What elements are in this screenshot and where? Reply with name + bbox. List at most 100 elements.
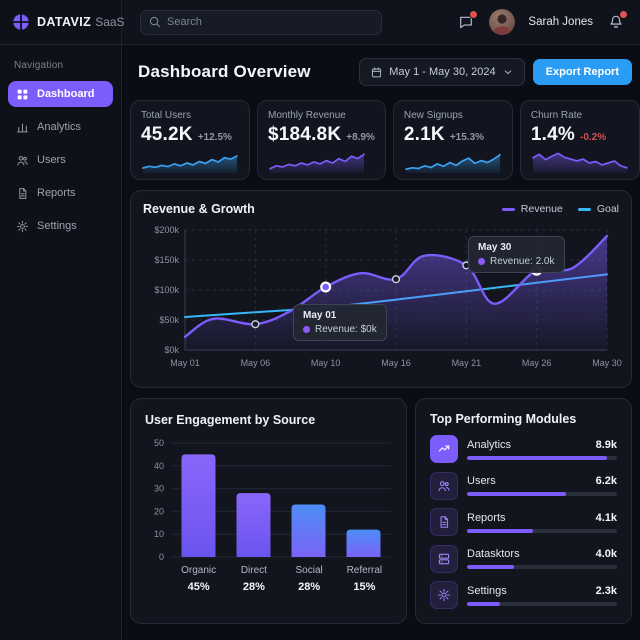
module-progress-fill xyxy=(467,565,514,569)
x-axis-tick: May 26 xyxy=(522,358,552,368)
modules-list: Analytics 8.9k Users 6.2k Reports 4.1k Dataskt… xyxy=(430,435,617,609)
bar-category-label: Direct xyxy=(240,565,267,576)
bar-referral[interactable] xyxy=(346,529,381,557)
kpi-card-monthly-revenue: Monthly Revenue $184.8K +8.9% xyxy=(257,100,386,180)
module-value: 4.0k xyxy=(595,548,617,560)
module-row-analytics[interactable]: Analytics 8.9k xyxy=(430,435,617,463)
kpi-value: $184.8K xyxy=(268,124,342,145)
engagement-chart-svg: 50 40 30 20 10 0 xyxy=(154,438,391,561)
module-progress-track xyxy=(467,565,617,569)
legend-item-revenue[interactable]: Revenue xyxy=(501,203,563,215)
messages-badge xyxy=(469,10,479,19)
bar-label-group: Direct 28% xyxy=(226,565,281,593)
date-range-picker[interactable]: May 1 - May 30, 2024 xyxy=(359,58,525,86)
data-point-may-06[interactable] xyxy=(251,320,260,329)
logo-icon xyxy=(12,13,30,31)
topbar-right: Sarah Jones xyxy=(456,9,640,35)
top-modules-panel: Top Performing Modules Analytics 8.9k User… xyxy=(415,398,632,624)
y-axis-tick: $0k xyxy=(164,345,179,355)
trend-icon-tile xyxy=(430,435,458,463)
export-report-button[interactable]: Export Report xyxy=(532,59,632,85)
y-axis-tick: 0 xyxy=(159,552,164,561)
gear-icon-tile xyxy=(430,581,458,609)
date-range-value: May 1 - May 30, 2024 xyxy=(389,66,496,78)
x-axis-tick: May 10 xyxy=(311,358,341,368)
module-row-users[interactable]: Users 6.2k xyxy=(430,471,617,500)
module-progress-track xyxy=(467,601,617,606)
sidebar-item-dashboard[interactable]: Dashboard xyxy=(8,81,113,107)
users-icon xyxy=(16,154,29,167)
messages-icon[interactable] xyxy=(456,10,479,32)
bar-social[interactable] xyxy=(291,504,326,557)
module-name: Users xyxy=(467,475,496,487)
kpi-sparkline xyxy=(405,153,501,173)
x-axis-tick: May 06 xyxy=(241,358,271,368)
bar-category-label: Organic xyxy=(181,565,217,576)
bar-label-group: Referral 15% xyxy=(337,565,392,593)
module-value: 4.1k xyxy=(595,511,617,524)
kpi-sparkline xyxy=(532,152,628,173)
revenue-growth-panel: Revenue & Growth Revenue Goal $200k $150k $… xyxy=(130,190,632,388)
bar-percent-label: 28% xyxy=(298,581,321,593)
data-point-may-10[interactable] xyxy=(320,281,332,293)
sidebar-item-settings[interactable]: Settings xyxy=(8,213,113,239)
search-input[interactable] xyxy=(140,9,382,35)
kpi-row: Total Users 45.2K +12.5% Monthly Revenue $18… xyxy=(130,100,640,180)
kpi-sparkline xyxy=(269,153,365,173)
module-name: Datasktors xyxy=(467,548,520,560)
users-icon xyxy=(17,155,28,165)
revenue-chart-svg: $200k $150k $100k $50k $0k May 01 May 06 May 10… xyxy=(154,225,621,368)
bar-category-label: Referral xyxy=(346,565,383,576)
sidebar-item-reports[interactable]: Reports xyxy=(8,180,113,206)
module-progress-track xyxy=(467,528,617,533)
module-progress-fill xyxy=(467,455,607,460)
module-row-settings[interactable]: Settings 2.3k xyxy=(430,581,617,609)
kpi-value: 1.4% xyxy=(530,124,575,145)
kpi-card-total-users: Total Users 45.2K +12.5% xyxy=(130,100,250,180)
bars-icon xyxy=(17,122,28,132)
kpi-card-churn-rate: Churn Rate 1.4% -0.2% xyxy=(519,100,640,180)
kpi-change: -0.2% xyxy=(580,132,607,143)
x-axis-tick: May 21 xyxy=(452,358,482,368)
module-row-reports[interactable]: Reports 4.1k xyxy=(430,508,617,536)
avatar[interactable] xyxy=(489,9,516,35)
stack-icon-tile xyxy=(430,544,458,573)
trend-icon xyxy=(438,445,450,452)
file-icon xyxy=(440,516,449,528)
module-value: 8.9k xyxy=(595,438,617,451)
sidebar-item-label: Users xyxy=(37,154,66,166)
revenue-chart: $200k $150k $100k $50k $0k May 01 May 06 May 10… xyxy=(143,220,621,378)
notifications-bell-icon[interactable] xyxy=(606,10,628,32)
y-axis-tick: 20 xyxy=(154,506,164,516)
module-value: 6.2k xyxy=(595,475,617,487)
module-progress-track xyxy=(467,455,617,460)
engagement-panel-title: User Engagement by Source xyxy=(145,413,316,427)
chevron-down-icon xyxy=(502,66,514,78)
kpi-label: Monthly Revenue xyxy=(268,110,346,121)
bar-organic[interactable] xyxy=(181,454,216,557)
kpi-card-new-signups: New Signups 2.1K +15.3% xyxy=(392,100,513,180)
module-progress-fill xyxy=(467,528,533,533)
stack-icon xyxy=(438,553,450,564)
users-icon xyxy=(438,480,450,491)
bar-direct[interactable] xyxy=(236,493,271,557)
kpi-value: 45.2K xyxy=(141,124,193,145)
sidebar-item-users[interactable]: Users xyxy=(8,147,113,173)
x-axis-tick: May 16 xyxy=(381,358,411,368)
y-axis-tick: $50k xyxy=(159,315,179,325)
calendar-icon xyxy=(370,66,383,79)
data-point-may-21[interactable] xyxy=(462,261,471,270)
data-point-may-26[interactable] xyxy=(531,264,543,276)
legend-swatch xyxy=(501,207,515,211)
data-point-may-16[interactable] xyxy=(391,275,401,284)
legend-item-goal[interactable]: Goal xyxy=(577,203,619,215)
module-name: Reports xyxy=(467,511,506,524)
y-axis-tick: $100k xyxy=(154,285,179,295)
sidebar-item-label: Dashboard xyxy=(37,88,95,100)
sidebar-item-analytics[interactable]: Analytics xyxy=(8,114,113,140)
kpi-change: +12.5% xyxy=(197,132,232,143)
kpi-change: +15.3% xyxy=(449,132,485,143)
brand: DATAVIZ SaaS xyxy=(0,0,125,44)
module-row-datasktors[interactable]: Datasktors 4.0k xyxy=(430,544,617,573)
brand-name: DATAVIZ xyxy=(37,15,92,29)
